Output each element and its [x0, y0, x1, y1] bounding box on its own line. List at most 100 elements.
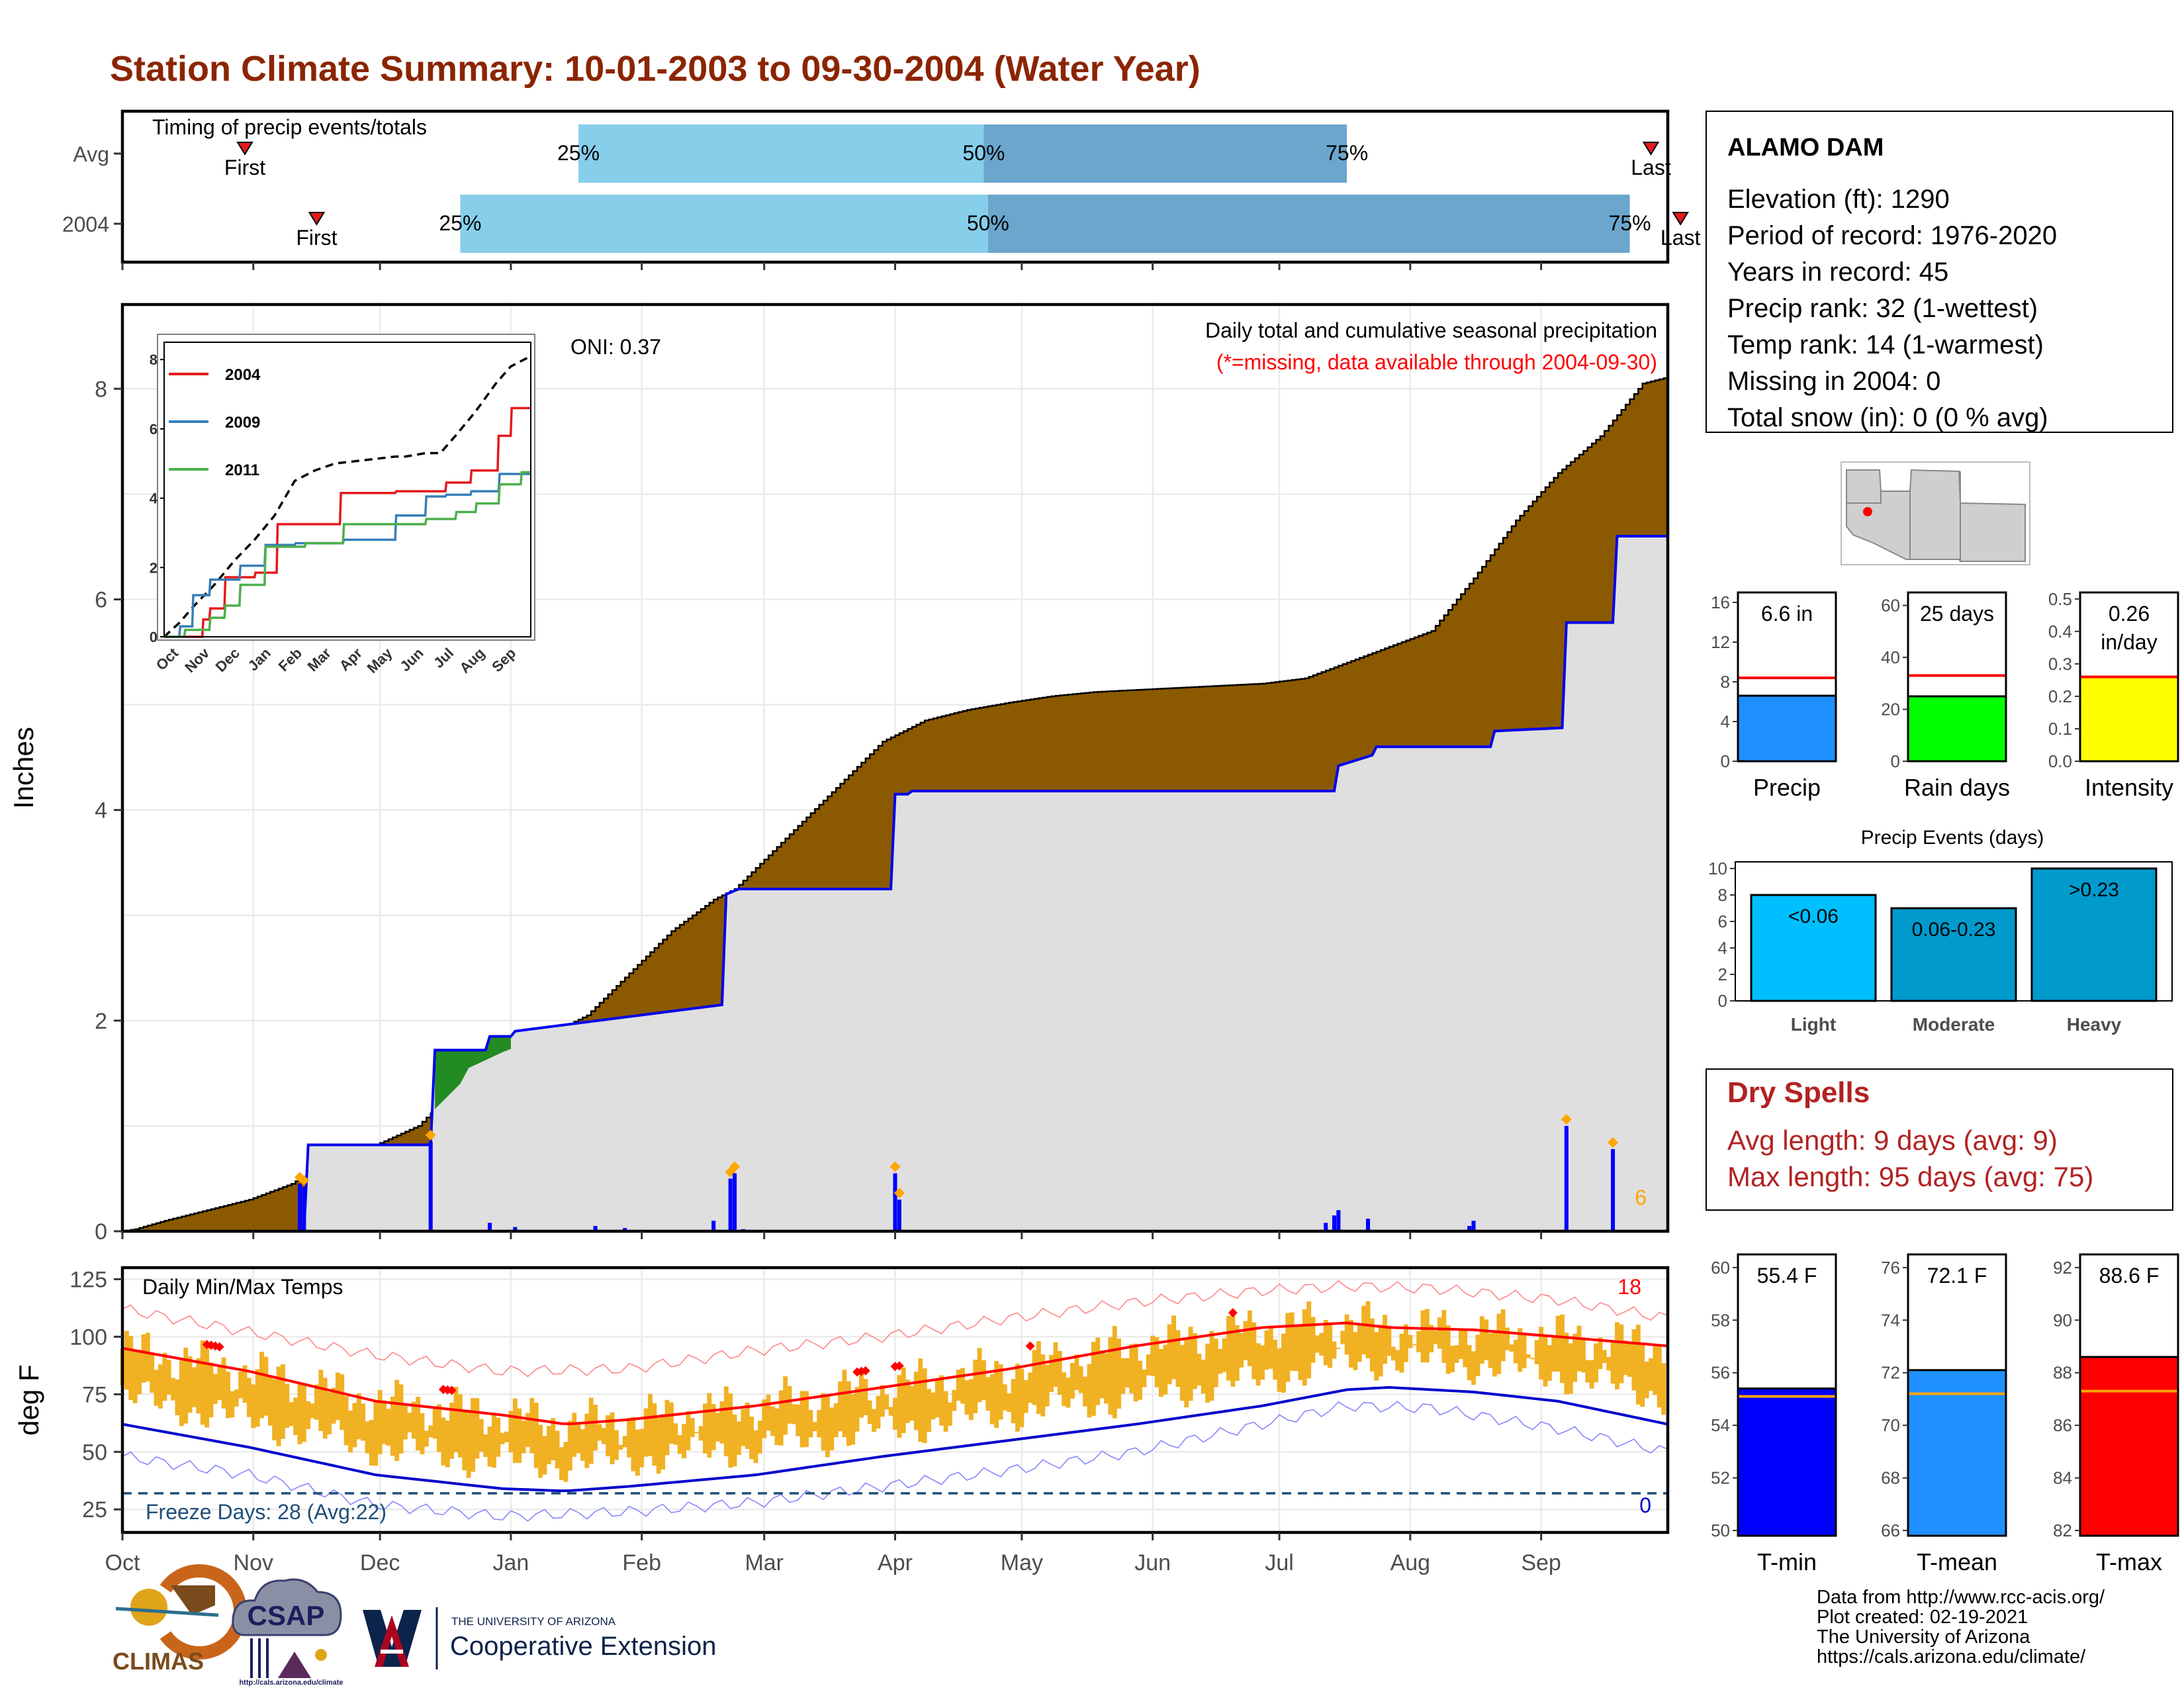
summary-bar-value-label: 25 days: [1920, 602, 1994, 626]
daily-temp-range-bar: [1661, 1363, 1666, 1415]
heavy-precip-marker: [729, 1161, 741, 1172]
daily-temp-range-bar: [1610, 1341, 1615, 1384]
daily-temp-range-bar: [833, 1403, 839, 1438]
daily-temp-range-bar: [728, 1393, 733, 1468]
precip-y-axis-label: Inches: [8, 727, 39, 809]
events-y-tick-label: 0: [1718, 991, 1727, 1011]
daily-temp-range-bar: [1066, 1377, 1071, 1408]
daily-temp-range-bar: [791, 1404, 796, 1425]
summary-bar-tick-label: 50: [1711, 1521, 1730, 1540]
daily-temp-range-bar: [1598, 1337, 1603, 1370]
record-high-marker: [1025, 1341, 1035, 1351]
daily-temp-range-bar: [989, 1374, 995, 1425]
daily-temp-range-bar: [234, 1389, 239, 1407]
daily-temp-range-bar: [267, 1375, 273, 1426]
inset-line-2011: [164, 471, 531, 638]
daily-temp-range-bar: [1112, 1326, 1117, 1419]
daily-temp-range-bar: [918, 1358, 923, 1442]
daily-temp-range-bar: [576, 1424, 581, 1454]
summary-bar-label: T-max: [2096, 1548, 2162, 1575]
timing-label-50: 50%: [967, 211, 1009, 235]
daily-temp-range-bar: [1463, 1329, 1468, 1368]
daily-temp-range-bar: [205, 1342, 210, 1428]
daily-temp-range-bar: [432, 1407, 437, 1439]
summary-bar-tick-label: 16: [1711, 592, 1730, 612]
daily-temp-range-bar: [1310, 1317, 1316, 1363]
daily-precip-bar: [1611, 1149, 1615, 1231]
daily-temp-range-bar: [1471, 1351, 1476, 1385]
daily-temp-range-bar: [745, 1402, 750, 1450]
daily-temp-range-bar: [1631, 1329, 1637, 1391]
summary-bar-frame: [2079, 1253, 2179, 1537]
daily-temp-range-bar: [749, 1416, 754, 1460]
summary-bar-frame: [2079, 591, 2179, 763]
daily-temp-range-bar: [1619, 1324, 1624, 1383]
daily-temp-range-bar: [960, 1368, 966, 1404]
daily-temp-range-bar: [1488, 1333, 1493, 1368]
daily-temp-range-bar: [1530, 1358, 1535, 1360]
summary-bar-tick-label: 88: [2053, 1363, 2072, 1383]
daily-temp-range-bar: [1640, 1342, 1645, 1407]
daily-temp-range-bar: [297, 1383, 302, 1444]
month-label-jul: Jul: [1265, 1550, 1293, 1575]
summary-bar-value: [1737, 694, 1837, 763]
daily-temp-range-bar: [985, 1377, 991, 1411]
daily-temp-range-bar: [922, 1368, 927, 1444]
events-category-label: Light: [1791, 1014, 1836, 1035]
daily-temp-range-bar: [1547, 1345, 1552, 1381]
daily-temp-range-bar: [1285, 1313, 1291, 1382]
daily-temp-range-bar: [1445, 1325, 1451, 1374]
daily-temp-range-bar: [411, 1401, 416, 1439]
daily-temp-range-bar: [597, 1424, 602, 1441]
daily-precip-bar: [1324, 1223, 1328, 1231]
daily-temp-range-bar: [306, 1401, 311, 1429]
daily-temp-range-bar: [1399, 1333, 1404, 1373]
daily-temp-range-bar: [398, 1384, 404, 1454]
daily-temp-range-bar: [723, 1386, 729, 1456]
daily-precip-bar: [593, 1226, 598, 1231]
daily-temp-range-bar: [1138, 1360, 1142, 1400]
daily-temp-range-bar: [1193, 1333, 1197, 1389]
missing-note: (*=missing, data available through 2004-…: [1216, 350, 1657, 374]
daily-temp-range-bar: [1179, 1344, 1185, 1401]
timing-last-label: Last: [1631, 156, 1671, 179]
daily-temp-range-bar: [1429, 1325, 1434, 1352]
daily-temp-range-bar: [1083, 1376, 1088, 1407]
events-y-tick-label: 4: [1718, 938, 1727, 958]
daily-temp-range-bar: [150, 1352, 155, 1393]
daily-temp-range-bar: [154, 1370, 159, 1406]
daily-temp-range-bar: [1479, 1316, 1484, 1364]
location-map: [1841, 461, 2030, 565]
record-high-marker: [447, 1385, 457, 1395]
daily-temp-range-bar: [1361, 1305, 1367, 1354]
month-label-nov: Nov: [234, 1550, 273, 1575]
daily-precip-bar: [1471, 1221, 1476, 1231]
precip-panel: 0 2 4 6 8 Inches ONI: 0.37 Daily total and c…: [8, 303, 1670, 1244]
daily-temp-range-bar: [478, 1419, 484, 1452]
daily-temp-range-bar: [1298, 1326, 1303, 1380]
summary-bar-tick-label: 0.1: [2048, 719, 2072, 739]
summary-bar-tick-label: 0.2: [2048, 686, 2072, 706]
summary-bar-tick-label: 0: [1891, 751, 1900, 771]
inset-y-tick-label: 8: [150, 352, 158, 368]
daily-temp-range-bar: [314, 1384, 319, 1420]
daily-temp-range-bar: [1344, 1314, 1349, 1355]
summary-bar-value-label: 6.6 in: [1761, 602, 1813, 626]
daily-temp-range-bar: [276, 1366, 281, 1446]
logos: CLIMAS CSAP http://cals.arizona.edu/clim…: [113, 1564, 716, 1687]
daily-temp-range-bar: [1108, 1337, 1113, 1415]
cumulative-precip-avg-area: [122, 536, 1668, 1231]
summary-bar-tick-label: 0.3: [2048, 654, 2072, 674]
daily-temp-range-bar: [854, 1387, 860, 1432]
summary-bar-tick-label: 84: [2053, 1468, 2072, 1488]
daily-temp-range-bar: [365, 1421, 370, 1454]
month-label-aug: Aug: [1390, 1550, 1431, 1575]
daily-temp-range-bar: [1091, 1342, 1096, 1416]
daily-temp-range-bar: [631, 1417, 636, 1472]
daily-temp-range-bar: [1171, 1315, 1177, 1380]
daily-temp-range-bar: [1336, 1347, 1341, 1349]
daily-temp-range-bar: [1087, 1364, 1092, 1418]
month-label-apr: Apr: [878, 1550, 913, 1575]
